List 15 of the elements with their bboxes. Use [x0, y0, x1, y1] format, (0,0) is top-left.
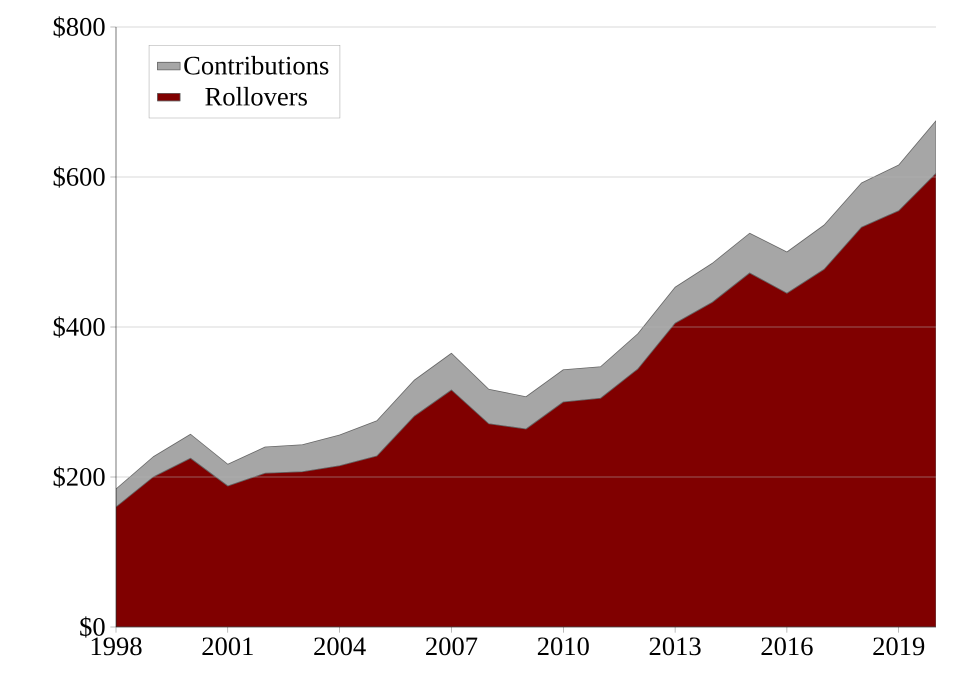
x-tick-label: 2004 — [314, 637, 366, 656]
y-tick-label: $600 — [54, 166, 105, 188]
x-tick-label: 2016 — [762, 637, 813, 656]
x-tick-label: 1998 — [92, 637, 142, 656]
x-tick-label: 2007 — [426, 637, 478, 656]
legend-label: Rollovers — [205, 86, 307, 106]
x-tick-label: 2010 — [538, 637, 589, 656]
y-tick-label: $400 — [54, 316, 105, 338]
x-tick-label: 2013 — [650, 637, 701, 656]
y-tick-label: $200 — [54, 466, 105, 488]
y-tick-label: $800 — [54, 16, 105, 38]
x-tick-label: 2001 — [202, 637, 253, 656]
legend-label: Contributions — [184, 56, 328, 75]
y-tick-label: $0 — [80, 616, 105, 638]
x-tick-label: 2019 — [873, 637, 924, 656]
